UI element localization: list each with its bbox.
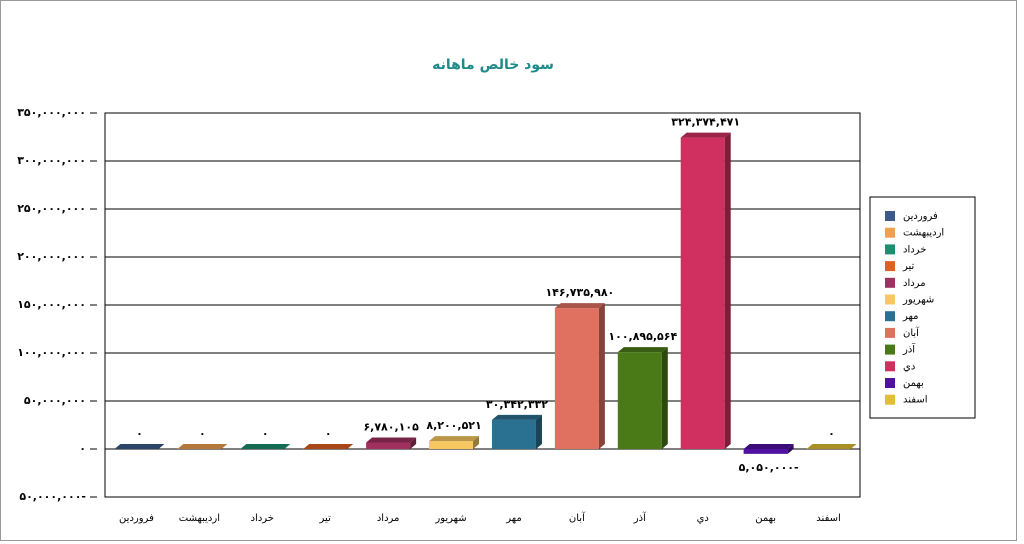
bar <box>617 347 668 449</box>
legend-label: آبان <box>903 326 920 339</box>
bar-front <box>491 419 536 449</box>
legend-swatch <box>885 311 895 322</box>
value-label: ۱۴۶,۷۳۵,۹۸۰ <box>545 286 614 299</box>
bar <box>743 444 794 454</box>
bar-top <box>680 132 731 138</box>
y-tick-label: ۲۵۰,۰۰۰,۰۰۰ <box>17 202 86 215</box>
bar <box>177 444 228 450</box>
y-tick-label: ۰ <box>79 442 86 455</box>
x-tick-label: آذر <box>633 511 647 524</box>
bar-top <box>617 347 668 353</box>
value-label: ۸,۲۰۰,۵۲۱ <box>426 419 481 432</box>
legend-label: مرداد <box>903 278 926 289</box>
x-tick-label: تیر <box>319 513 332 524</box>
y-tick-label: ۱۰۰,۰۰۰,۰۰۰ <box>17 346 86 359</box>
value-label: ۳۲۴,۳۷۴,۴۷۱ <box>671 116 740 129</box>
legend-swatch <box>885 244 895 255</box>
legend-label: تیر <box>902 261 915 272</box>
bar <box>491 414 542 449</box>
bar <box>366 437 417 449</box>
x-tick-label: اردیبهشت <box>179 513 220 524</box>
value-label: ۵,۰۵۰,۰۰۰- <box>739 461 799 474</box>
bar-top <box>491 414 542 420</box>
y-tick-label: ۱۵۰,۰۰۰,۰۰۰ <box>17 298 86 311</box>
legend-label: دي <box>903 361 915 372</box>
x-tick-label: مهر <box>505 513 521 524</box>
legend-swatch <box>885 277 895 288</box>
legend-swatch <box>885 394 895 405</box>
legend-swatch <box>885 261 895 272</box>
value-label: ۰ <box>828 427 835 440</box>
bar-front <box>366 442 411 449</box>
bar-front <box>680 137 725 449</box>
y-tick-label: ۳۰۰,۰۰۰,۰۰۰ <box>17 154 86 167</box>
x-tick-label: فروردین <box>119 513 154 524</box>
bar-side <box>598 303 605 449</box>
chart-title: سود خالص ماهانه <box>432 57 554 73</box>
bar-front <box>429 441 474 449</box>
legend-label: شهریور <box>902 295 934 306</box>
legend-label: اسفند <box>903 395 927 406</box>
value-label: ۰ <box>262 427 269 440</box>
legend-swatch <box>885 344 895 355</box>
bar-front <box>743 449 788 454</box>
y-tick-label: ۵۰,۰۰۰,۰۰۰ <box>24 394 86 407</box>
bar-top <box>806 444 857 449</box>
legend-label: آذر <box>902 343 916 356</box>
legend-swatch <box>885 361 895 372</box>
bar-top <box>177 444 228 449</box>
bar <box>554 303 605 449</box>
legend-label: بهمن <box>903 378 924 389</box>
bar-top <box>554 303 605 309</box>
bar-side <box>535 414 542 449</box>
legend-swatch <box>885 227 895 238</box>
bar-side <box>661 347 668 449</box>
bar <box>680 132 731 449</box>
value-label: ۰ <box>199 427 206 440</box>
x-tick-label: خرداد <box>251 513 274 524</box>
value-label: ۱۰۰,۸۹۵,۵۶۴ <box>608 330 677 343</box>
x-tick-label: دي <box>697 513 709 524</box>
x-tick-label: بهمن <box>755 513 776 524</box>
bar <box>114 444 165 450</box>
y-tick-label: ۵۰,۰۰۰,۰۰۰- <box>19 490 86 503</box>
y-tick-label: ۲۰۰,۰۰۰,۰۰۰ <box>17 250 86 263</box>
legend-label: خرداد <box>903 244 926 255</box>
bar <box>240 444 291 450</box>
y-tick-label: ۳۵۰,۰۰۰,۰۰۰ <box>17 106 86 119</box>
bar-top <box>303 444 354 449</box>
bar-top <box>240 444 291 449</box>
bar-top <box>429 436 480 442</box>
x-tick-label: شهریور <box>434 513 466 524</box>
legend-swatch <box>885 211 895 221</box>
x-tick-label: مرداد <box>377 513 400 524</box>
legend-label: مهر <box>902 311 918 322</box>
bar-top <box>366 437 417 443</box>
bar-side <box>724 132 731 449</box>
bar <box>429 436 480 449</box>
x-tick-label: اسفند <box>816 513 840 524</box>
legend-swatch <box>885 378 895 388</box>
x-tick-label: آبان <box>569 511 586 524</box>
value-label: ۰ <box>325 427 332 440</box>
bar-top <box>743 444 794 449</box>
legend-label: فروردین <box>903 211 938 222</box>
legend-swatch <box>885 327 895 338</box>
bar-front <box>554 308 599 449</box>
bar <box>303 444 354 450</box>
bar-front <box>617 352 662 449</box>
bar-top <box>114 444 165 449</box>
bar-side <box>787 444 794 454</box>
bar <box>806 444 857 450</box>
legend-label: اردیبهشت <box>903 228 944 239</box>
bar-side <box>473 436 480 449</box>
value-label: ۰ <box>136 427 143 440</box>
legend-swatch <box>885 294 895 305</box>
value-label: ۶,۷۸۰,۱۰۵ <box>363 420 419 433</box>
value-label: ۳۰,۳۴۲,۳۳۲ <box>486 398 548 411</box>
bar-side <box>410 437 417 449</box>
